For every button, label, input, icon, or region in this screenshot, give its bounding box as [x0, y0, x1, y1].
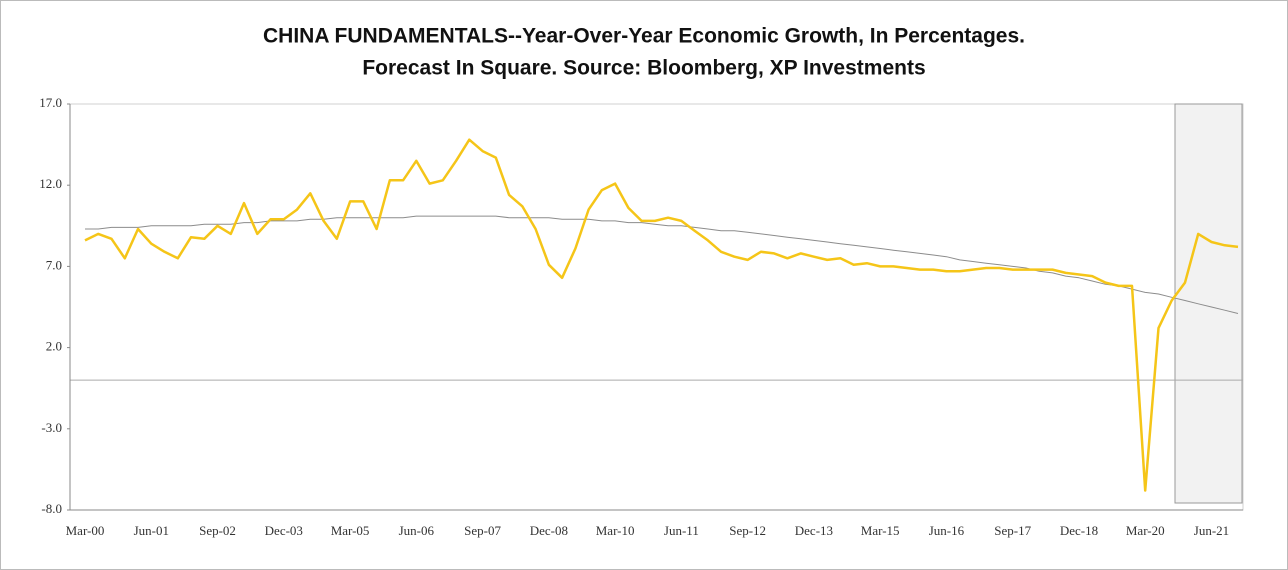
y-tick-label: 12.0 [39, 176, 62, 191]
x-tick-label: Sep-07 [464, 523, 501, 538]
x-tick-label: Mar-20 [1126, 523, 1165, 538]
x-tick-label: Mar-10 [596, 523, 635, 538]
y-tick-label: -8.0 [41, 501, 62, 516]
x-tick-label: Sep-17 [994, 523, 1031, 538]
x-tick-label: Dec-18 [1060, 523, 1098, 538]
x-tick-label: Jun-06 [399, 523, 435, 538]
forecast-box [1174, 103, 1243, 504]
y-tick-label: 7.0 [46, 257, 62, 272]
x-tick-label: Jun-16 [929, 523, 965, 538]
y-tick-label: 17.0 [39, 95, 62, 110]
chart-title: Forecast In Square. Source: Bloomberg, X… [362, 57, 925, 80]
x-tick-label: Mar-00 [66, 523, 105, 538]
chart-title: CHINA FUNDAMENTALS--Year-Over-Year Econo… [263, 25, 1025, 48]
trend-line [85, 215, 1239, 314]
x-tick-label: Sep-12 [729, 523, 766, 538]
x-tick-label: Jun-11 [664, 523, 699, 538]
x-tick-label: Jun-21 [1194, 523, 1229, 538]
x-tick-label: Dec-08 [530, 523, 568, 538]
data-line [84, 138, 1239, 492]
x-tick-label: Dec-03 [265, 523, 303, 538]
x-tick-label: Jun-01 [134, 523, 169, 538]
x-tick-label: Sep-02 [199, 523, 236, 538]
x-tick-label: Mar-05 [331, 523, 370, 538]
y-tick-label: -3.0 [41, 420, 62, 435]
x-tick-label: Mar-15 [861, 523, 900, 538]
y-tick-label: 2.0 [46, 339, 62, 354]
x-tick-label: Dec-13 [795, 523, 833, 538]
